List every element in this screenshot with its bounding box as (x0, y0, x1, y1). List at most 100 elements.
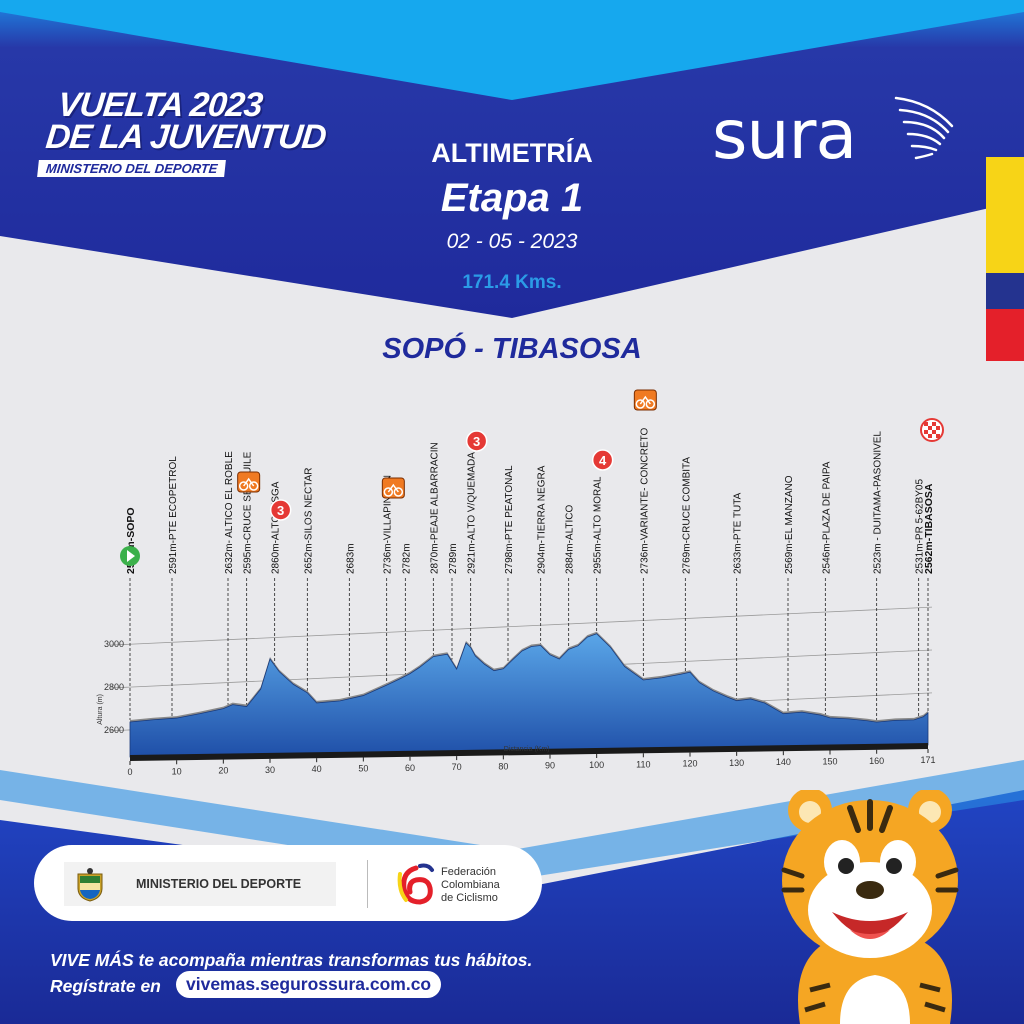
sura-wing-icon (894, 96, 954, 160)
finish-icon (920, 418, 944, 442)
start-play (127, 550, 135, 562)
x-tick-label: 130 (729, 758, 744, 768)
colombia-flag-icon (986, 157, 1024, 361)
x-tick-label: 30 (265, 765, 275, 775)
x-tick-label: 140 (776, 757, 791, 767)
sprint-badge (633, 389, 657, 411)
climb-badge (465, 430, 488, 452)
event-logo-line3: MINISTERIO DEL DEPORTE (37, 160, 227, 177)
y-tick-label: 3000 (104, 639, 124, 649)
y-tick-label: 2800 (104, 682, 124, 692)
route-title: SOPÓ - TIBASOSA (382, 333, 642, 365)
waypoint-label: 2904m-TIERRA NEGRA (537, 465, 548, 574)
x-tick-label: 100 (589, 760, 604, 770)
finish-check (924, 430, 928, 434)
partners-divider (367, 860, 368, 908)
sprint-wheel (635, 399, 646, 409)
footer-url-link[interactable]: vivemas.segurossura.com.co (176, 971, 442, 998)
climb-category-label: 4 (599, 453, 607, 468)
waypoint-label: 2860m-ALTO SISGA (271, 481, 282, 574)
waypoint-label: 2633m-PTE TUTA (733, 492, 744, 574)
x-tick-label: 171 (920, 755, 935, 765)
waypoint-label: 2531m-PR 5-62BY05 (915, 479, 926, 574)
x-tick-label: 20 (218, 766, 228, 776)
sprint-badge (381, 477, 405, 499)
finish-check (936, 434, 940, 438)
sprint-icon (633, 389, 657, 411)
waypoint-label: 2683m (345, 543, 356, 574)
climb-badge (269, 499, 292, 521)
footer-tagline: VIVE MÁS te acompaña mientras transforma… (50, 950, 533, 970)
altimetry-chart: 2576m-SOPO 2591m-PTE ECOPETROL 2632m- ALTI… (97, 389, 944, 777)
climb-category-icon: 3 (465, 430, 488, 452)
start-icon (120, 546, 140, 566)
ministry-label: MINISTERIO DEL DEPORTE (136, 877, 302, 891)
x-tick-label: 110 (636, 759, 650, 769)
climb-badge (591, 449, 614, 471)
tiger-mascot-icon (781, 790, 959, 1024)
x-tick-label: 70 (452, 762, 462, 772)
waypoint-label: 2769m-CRUCE COMBITA (681, 457, 692, 574)
climb-category-label: 3 (277, 503, 284, 518)
sprint-wheel (383, 487, 394, 497)
x-tick-label: 40 (312, 764, 322, 774)
y-axis-label: Altura (m) (97, 694, 104, 725)
x-tick-label: 0 (127, 767, 132, 777)
ministry-box (64, 862, 336, 906)
waypoint-label: 2562m-TIBASOSA (923, 483, 935, 574)
x-tick-label: 50 (358, 763, 368, 773)
finish-check (932, 422, 936, 426)
y-gridline (109, 606, 933, 646)
sprint-wheel (238, 481, 249, 491)
x-tick-label: 60 (405, 763, 415, 773)
x-tick-label: 120 (682, 759, 697, 769)
finish-check (932, 430, 936, 434)
climb-category-icon: 3 (269, 499, 292, 521)
waypoint-label: 2569m-EL MANZANO (784, 475, 795, 574)
event-logo-line2: DE LA JUVENTUD (44, 118, 328, 156)
federation-label: Federación Colombiana de Ciclismo (441, 866, 500, 905)
stage-distance: 171.4 Kms. (462, 272, 562, 293)
x-tick-label: 80 (498, 761, 508, 771)
waypoint-label: 2736m-VARIANTE- CONCRETO (639, 427, 650, 574)
waypoint-label: 2921m-ALTO V/QUEMADA (467, 452, 478, 574)
sprint-frame (387, 483, 399, 493)
federation-line2: Colombiana (441, 879, 500, 891)
x-tick-label: 150 (822, 756, 837, 766)
federation-line3: de Ciclismo (441, 892, 498, 904)
sprint-icon (381, 477, 405, 499)
sprint-wheel (645, 399, 656, 409)
federation-logo-icon (397, 863, 434, 905)
sprint-wheel (248, 481, 259, 491)
waypoint-label: 2884m-ALTICO (565, 504, 576, 574)
footer-register-prefix: Regístrate en (50, 976, 161, 996)
finish-check (924, 422, 928, 426)
waypoint-label: 2523m - DUITAMA-PASONIVEL (873, 431, 884, 574)
waypoint-label: 2546m-PLAZA DE PAIPA (821, 461, 832, 574)
sponsor-logo: sura (712, 96, 857, 175)
waypoint-label: 2870m-PEAJE ALBARRACIN (429, 442, 440, 574)
finish-check (928, 426, 932, 430)
sprint-badge (237, 471, 261, 493)
waypoint-label: 2798m-PTE PEATONAL (504, 465, 515, 574)
x-tick-label: 10 (172, 766, 182, 776)
waypoint-label: 2632m- ALTICO EL ROBLE (224, 451, 235, 574)
x-tick-label: 90 (545, 761, 555, 771)
finish-check (928, 434, 932, 438)
waypoint-label: 2591m-PTE ECOPETROL (168, 456, 179, 574)
waypoint-label: 2782m (401, 543, 412, 574)
x-axis-label: Distancia (Km) (504, 746, 550, 753)
waypoint-label: 2595m-CRUCE SESQUILE (243, 451, 254, 574)
waypoint-label: 2736m-VILLAPINZON (383, 475, 394, 574)
sprint-frame (639, 395, 651, 405)
waypoint-label: 2652m-SILOS NECTAR (303, 467, 314, 574)
stage-title: Etapa 1 (440, 176, 584, 220)
waypoint-label: 2955m-ALTO MORAL (593, 476, 604, 574)
sprint-frame (243, 477, 255, 487)
profile-area (129, 633, 929, 758)
profile-base (130, 743, 928, 761)
stage-date: 02 - 05 - 2023 (446, 230, 578, 253)
climb-category-icon: 4 (591, 449, 614, 471)
y-tick-label: 2600 (104, 725, 124, 735)
colombia-crest-icon (77, 868, 103, 902)
